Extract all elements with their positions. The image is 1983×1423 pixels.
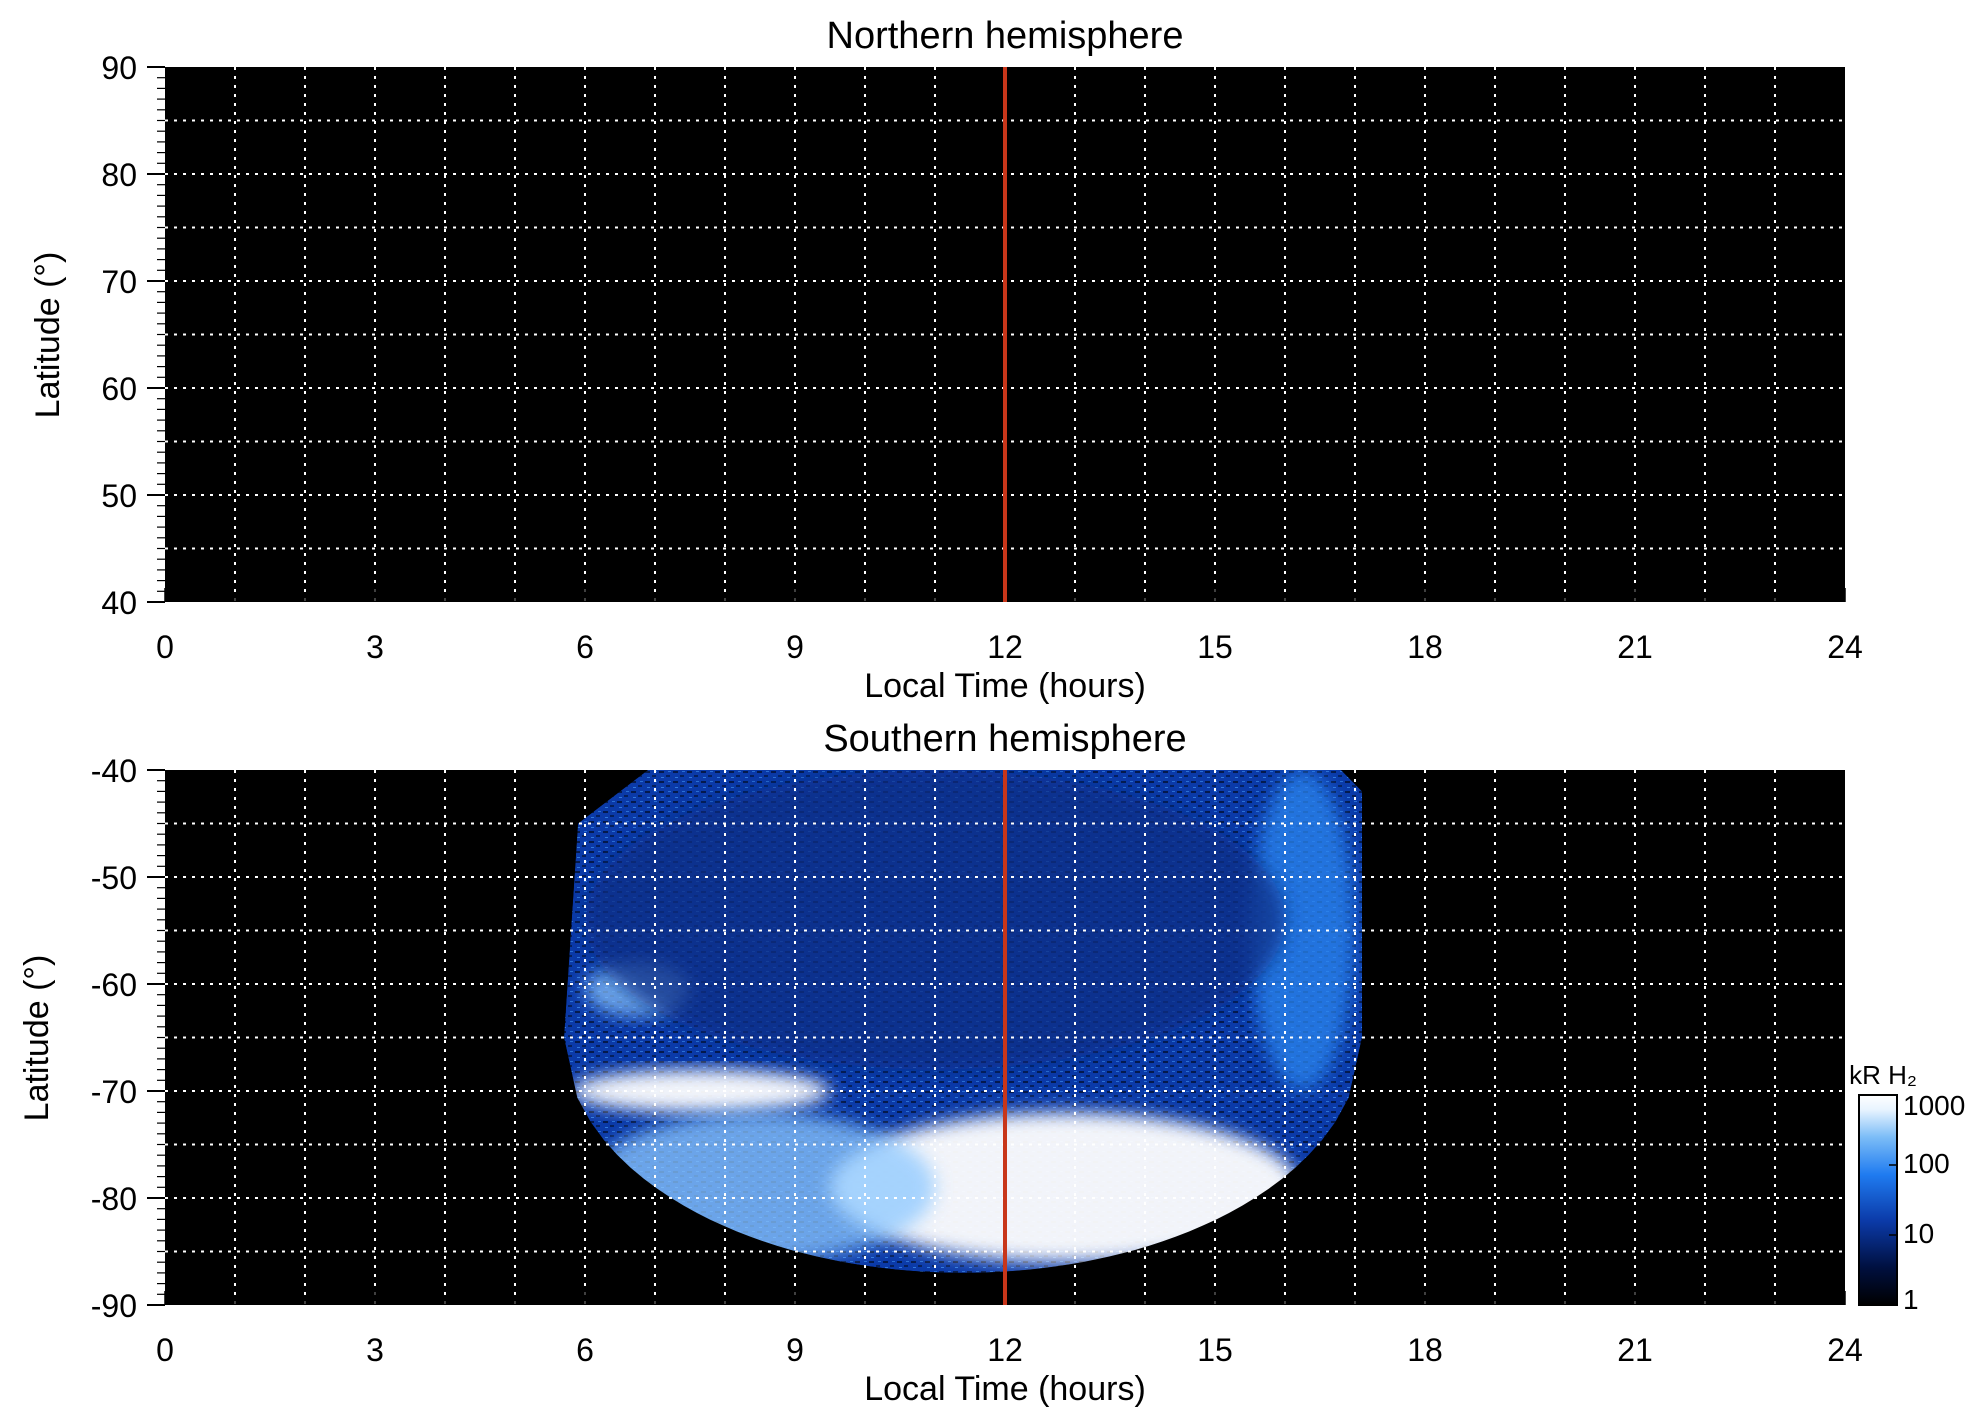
north-y-tick-labels: 40 50 60 70 80 90 [101, 50, 137, 621]
north-xlabel: Local Time (hours) [864, 667, 1146, 705]
y-tick-label: 50 [101, 478, 137, 514]
y-tick-label: 80 [101, 157, 137, 193]
emission-patch [585, 770, 1285, 1070]
colorbar-label: kR H₂ [1849, 1060, 1917, 1090]
north-x-tick-labels: 0 3 6 9 12 15 18 21 24 [156, 629, 1863, 665]
aurora-image [165, 770, 1845, 1305]
colorbar-tick-label: 100 [1903, 1148, 1950, 1179]
x-tick-label: 24 [1827, 629, 1863, 665]
y-tick-label: -40 [91, 753, 137, 789]
colorbar-tick-label: 1 [1903, 1284, 1919, 1315]
x-tick-label: 12 [987, 629, 1023, 665]
y-tick-label: -50 [91, 860, 137, 896]
y-tick-label: -60 [91, 967, 137, 1003]
y-tick-label: 90 [101, 50, 137, 86]
no-coverage-mask [165, 770, 1845, 1305]
x-tick-label: 15 [1197, 629, 1233, 665]
southern-panel: Southern hemisphere -40 -50 -60 -70 -80 -90 0… [18, 718, 1863, 1408]
emission-patch [571, 1069, 830, 1113]
x-tick-label: 6 [576, 629, 594, 665]
y-tick-label: 70 [101, 264, 137, 300]
x-tick-label: 3 [366, 629, 384, 665]
colorbar-ramp [1858, 1094, 1898, 1306]
x-tick-label: 15 [1197, 1332, 1233, 1368]
south-minor-ticks [147, 769, 1846, 1306]
x-tick-label: 0 [156, 1332, 174, 1368]
x-tick-label: 9 [786, 1332, 804, 1368]
colorbar-tick-label: 1000 [1903, 1090, 1965, 1121]
x-tick-label: 0 [156, 629, 174, 665]
emission-patch [830, 1112, 1299, 1263]
colorbar: kR H₂ 1 10 100 1000 [1849, 1060, 1965, 1315]
y-tick-label: 60 [101, 371, 137, 407]
x-tick-label: 21 [1617, 1332, 1653, 1368]
y-tick-label: 40 [101, 585, 137, 621]
colorbar-tick-label: 10 [1903, 1218, 1934, 1249]
y-tick-label: -80 [91, 1181, 137, 1217]
x-tick-label: 9 [786, 629, 804, 665]
north-title: Northern hemisphere [827, 15, 1184, 57]
south-x-tick-labels: 0 3 6 9 12 15 18 21 24 [156, 1332, 1863, 1368]
aurora-emission [165, 770, 1845, 1305]
colorbar-ticks: 1 10 100 1000 [1889, 1090, 1965, 1315]
x-tick-label: 18 [1407, 1332, 1443, 1368]
x-tick-label: 18 [1407, 629, 1443, 665]
emission-patch [1250, 770, 1355, 1091]
south-xlabel: Local Time (hours) [864, 1370, 1146, 1408]
south-ylabel: Latitude (°) [18, 955, 56, 1122]
x-tick-label: 6 [576, 1332, 594, 1368]
x-tick-label: 24 [1827, 1332, 1863, 1368]
y-tick-label: -90 [91, 1288, 137, 1324]
south-title: Southern hemisphere [823, 718, 1186, 760]
x-tick-label: 3 [366, 1332, 384, 1368]
y-tick-label: -70 [91, 1074, 137, 1110]
northern-panel: Northern hemisphere 40 50 60 70 80 90 0 3 6 9 12 1… [29, 15, 1863, 705]
x-tick-label: 21 [1617, 629, 1653, 665]
x-tick-label: 12 [987, 1332, 1023, 1368]
north-ylabel: Latitude (°) [29, 252, 67, 419]
south-y-tick-labels: -40 -50 -60 -70 -80 -90 [91, 753, 137, 1324]
north-minor-ticks [147, 66, 1846, 603]
